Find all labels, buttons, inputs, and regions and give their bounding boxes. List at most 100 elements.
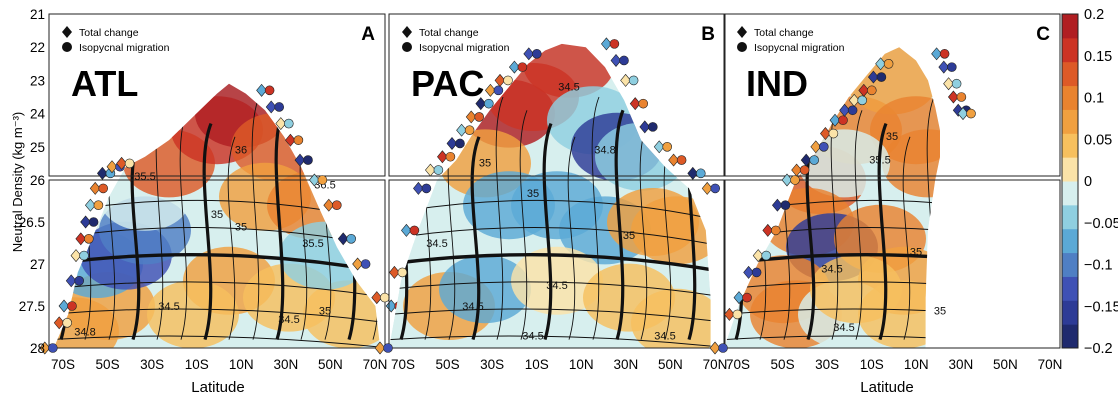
isopycnal-migration-marker — [62, 317, 72, 328]
colorbar-segment — [1062, 14, 1078, 39]
isopycnal-migration-marker — [638, 98, 649, 109]
colorbar-segment — [1062, 252, 1078, 277]
contour-line — [854, 110, 863, 340]
panel-c: 35 35.5 35 34.5 34.5 35 Total change Isopycnal … — [709, 13, 1063, 372]
salinity-label: 34.5 — [426, 238, 447, 250]
isopycnal-migration-marker — [742, 292, 752, 303]
basin-name: IND — [746, 63, 808, 104]
y-tick-label: 24 — [30, 107, 46, 122]
salinity-label: 35 — [934, 305, 946, 317]
isopycnal-migration-marker — [303, 155, 313, 165]
salinity-label: 35 — [527, 188, 539, 200]
contour-line — [712, 110, 719, 339]
contour-line — [591, 96, 600, 340]
colorbar-segment — [1062, 276, 1078, 301]
contour-line — [389, 227, 711, 248]
isopycnal-migration-marker — [946, 62, 957, 72]
contour-line — [639, 123, 648, 340]
isopycnal-migration-marker — [883, 58, 894, 69]
isopycnal-migration-marker — [966, 108, 976, 119]
salinity-label: 35.5 — [302, 238, 323, 250]
contour-line — [975, 124, 982, 340]
isopycnal-migration-marker — [283, 118, 294, 129]
colorbar-segment — [1062, 37, 1078, 63]
panel-letter: B — [701, 24, 715, 45]
lower-frame — [723, 179, 1061, 349]
colorbar-segment — [1062, 157, 1078, 182]
x-tick-label: 50N — [658, 357, 683, 372]
isopycnal-migration-marker — [939, 49, 950, 59]
x-tick-label: 50N — [993, 357, 1018, 372]
isopycnal-migration-marker — [493, 85, 504, 96]
y-tick-label: 25 — [30, 140, 45, 155]
colorbar-segment — [1062, 300, 1078, 325]
isopycnal-migration-marker — [93, 200, 104, 210]
x-tick-label: 30S — [815, 357, 839, 372]
isopycnal-migration-marker — [828, 128, 839, 139]
salinity-label: 35.5 — [134, 171, 155, 183]
contour-line — [53, 308, 381, 323]
x-tick-label: 50N — [318, 357, 343, 372]
isopycnal-migration-marker — [421, 183, 432, 194]
basin-name: PAC — [411, 63, 484, 104]
x-tick-label: 10S — [525, 357, 549, 372]
isopycnal-migration-marker — [718, 343, 728, 353]
x-axis-label-a: Latitude — [191, 379, 244, 396]
salinity-label: 36 — [235, 144, 247, 156]
isopycnal-migration-marker — [857, 95, 868, 106]
isopycnal-migration-marker — [474, 112, 485, 122]
colorbar-tick-label: 0.2 — [1084, 7, 1104, 23]
isopycnal-migration-marker — [751, 267, 762, 278]
isopycnal-migration-marker — [676, 155, 687, 165]
isopycnal-migration-marker — [383, 343, 393, 353]
contour-line — [53, 335, 381, 348]
colorbar-segment — [1062, 324, 1078, 349]
isopycnal-migration-marker — [503, 75, 513, 86]
contour-line — [251, 96, 260, 340]
isopycnal-migration-marker — [619, 55, 629, 66]
legend-circle-icon — [62, 42, 72, 52]
upper-frame — [723, 13, 1061, 177]
colorbar-tick-label: 0.1 — [1084, 91, 1104, 107]
isopycnal-migration-marker — [98, 183, 108, 194]
isopycnal-migration-marker — [47, 343, 58, 353]
isopycnal-migration-marker — [433, 165, 444, 175]
legend-diamond-icon — [62, 26, 72, 38]
salinity-label: 35 — [623, 230, 635, 242]
contour-line — [470, 136, 481, 341]
isopycnal-migration-marker — [67, 301, 77, 311]
isopycnal-migration-marker — [662, 142, 673, 152]
isopycnal-migration-marker — [74, 275, 84, 286]
isopycnal-migration-marker — [409, 225, 420, 236]
x-tick-label: 70S — [726, 357, 750, 372]
legend-isopycnal-migration: Isopycnal migration — [419, 42, 510, 54]
colorbar-segment — [1062, 228, 1078, 254]
isopycnal-migration-marker — [732, 309, 743, 320]
colorbar-segment — [1062, 204, 1078, 230]
x-tick-label: 70N — [363, 357, 388, 372]
isopycnal-migration-marker — [331, 200, 342, 210]
colorbar-frame — [1061, 13, 1079, 349]
legend-isopycnal-migration: Isopycnal migration — [79, 42, 170, 54]
legend: Total change Isopycnal migration — [737, 26, 845, 54]
heat-field — [389, 43, 719, 348]
contour-line — [724, 308, 940, 323]
y-tick-label: 23 — [30, 73, 45, 88]
contour-line — [389, 281, 711, 298]
lower-frame — [48, 179, 386, 349]
legend-total-change: Total change — [754, 27, 814, 39]
x-tick-label: 10N — [229, 357, 254, 372]
salinity-label: 34.5 — [158, 301, 179, 313]
isopycnal-migration-marker — [847, 105, 858, 116]
isopycnal-migration-marker — [951, 78, 962, 89]
contour-line — [389, 252, 711, 274]
isopycnal-migration-marker — [124, 158, 135, 169]
isopycnal-migration-marker — [628, 75, 639, 86]
x-tick-label: 70N — [1038, 357, 1063, 372]
contour-line — [951, 110, 958, 339]
x-tick-label: 70S — [51, 357, 75, 372]
isopycnal-migration-marker — [956, 92, 967, 102]
x-tick-label: 30S — [480, 357, 504, 372]
colorbar-segment — [1062, 109, 1078, 134]
isopycnal-migration-marker — [876, 72, 887, 82]
